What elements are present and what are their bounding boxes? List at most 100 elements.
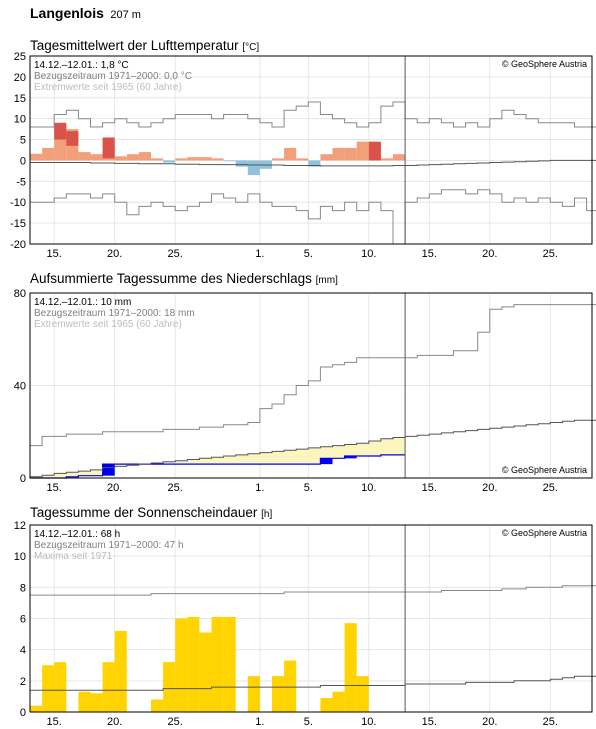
copyright-label: © GeoSphere Austria [502,59,587,69]
x-tick-label: 20. [482,716,497,728]
extreme-min-line [30,189,596,245]
plot-frame [29,292,593,479]
x-tick-label: 15. [47,248,62,260]
temperature-bar [90,154,103,161]
temperature-bar [199,157,212,161]
panel-unit: [°C] [242,42,260,53]
y-tick-label: 6 [20,614,26,626]
sunshine-bar [223,616,236,712]
info-line-1: 14.12.–12.01.: 10 mm [34,297,131,308]
temperature-bar [356,141,369,161]
record-bar [66,131,79,146]
x-tick-label: 20. [107,482,122,494]
temperature-bar [138,152,151,161]
y-tick-label: 4 [20,645,26,657]
copyright-label: © GeoSphere Austria [502,465,587,475]
extreme-max-line [30,304,596,447]
station-header: Langenlois 207 m [30,5,141,23]
info-line-3: Extremwerte seit 1965 (60 Jahre) [34,82,182,93]
sunshine-bar [163,662,176,712]
info-line-3: Extremwerte seit 1965 (60 Jahre) [34,319,182,330]
temperature-bar [30,153,43,161]
sunshine-bar [102,662,115,712]
sunshine-bar [42,665,55,712]
normal-line [30,159,596,167]
sunshine-bar [54,662,67,712]
panel-title-text: Tagesmittelwert der Lufttemperatur [30,38,239,53]
station-name: Langenlois [30,5,104,21]
y-tick-label: 10 [14,114,26,126]
x-tick-label: 15. [47,716,62,728]
y-tick-label: 10 [14,551,26,563]
info-line-2: Bezugszeitraum 1971–2000: 47 h [34,540,184,551]
x-tick-label: 1. [255,716,264,728]
sunshine-bar [90,693,103,712]
sunshine-bar [211,616,224,712]
sunshine-bar [344,623,357,712]
sunshine-bar [78,691,91,712]
y-tick-label: 25 [14,51,26,63]
sunshine-bar [199,632,212,712]
record-bar [368,141,381,161]
temperature-bar [163,160,176,163]
temperature-bar [42,147,55,161]
x-tick-label: 25. [543,716,558,728]
sunshine-bar [247,676,260,712]
x-tick-label: 20. [482,482,497,494]
temperature-bar [126,154,139,161]
panel-title-precipitation: Aufsummierte Tagessumme des Niederschlag… [30,271,338,286]
sunshine-bar [272,676,285,712]
chart-panel-3: 0 2 4 6 8 10 12 15. 20. 25. 1. 5. 10. 15. 20. 25. 14.12.… [14,520,596,728]
x-tick-label: 15. [422,482,437,494]
temperature-bar [393,154,406,161]
panel-title-text: Tagessumme der Sonnenscheindauer [30,505,258,520]
x-tick-label: 10. [361,716,376,728]
x-tick-label: 5. [304,716,313,728]
y-tick-label: -10 [10,197,26,209]
cumulative-precip-line [30,454,406,479]
sunshine-bar [151,699,164,712]
y-tick-label: 0 [20,155,26,167]
sunshine-bar [284,660,297,712]
x-tick-label: 10. [361,482,376,494]
x-tick-label: 15. [47,482,62,494]
maxima-line [30,585,596,596]
x-tick-label: 25. [168,716,183,728]
temperature-bar [320,154,333,161]
x-tick-label: 20. [107,248,122,260]
extreme-max-line [30,101,596,128]
temperature-bar [272,158,285,161]
temperature-bar [114,156,127,161]
temperature-bar [223,160,236,162]
temperature-bar [211,158,224,161]
temperature-bar [151,158,164,161]
sunshine-bar [187,616,200,712]
temperature-bar [78,152,91,161]
y-tick-label: 15 [14,93,26,105]
precip-deficit-area [30,437,406,478]
copyright-label: © GeoSphere Austria [502,528,587,538]
temperature-bar [235,160,248,167]
y-tick-label: 12 [14,520,26,532]
sunshine-bar [30,705,43,712]
y-tick-label: 8 [20,582,26,594]
plot-frame [29,55,593,245]
x-tick-label: 15. [422,248,437,260]
x-tick-label: 1. [255,248,264,260]
y-tick-label: 0 [20,707,26,719]
y-tick-label: 5 [20,135,26,147]
normal-line [30,419,596,478]
sunshine-bar [332,691,345,712]
temperature-bar [344,147,357,161]
sunshine-bar [175,618,188,712]
x-tick-label: 25. [168,482,183,494]
temperature-bar [284,147,297,161]
y-tick-label: 40 [14,381,26,393]
info-line-1: 14.12.–12.01.: 1,8 °C [34,60,129,71]
temperature-bar [380,158,393,161]
y-tick-label: 20 [14,72,26,84]
record-bar [102,137,115,159]
precip-day-bar [344,456,357,459]
chart-panel-2: 0 40 80 15. 20. 25. 1. 5. 10. 15. 20. 25. 14.12.–12.… [14,288,596,494]
y-tick-label: 80 [14,288,26,300]
